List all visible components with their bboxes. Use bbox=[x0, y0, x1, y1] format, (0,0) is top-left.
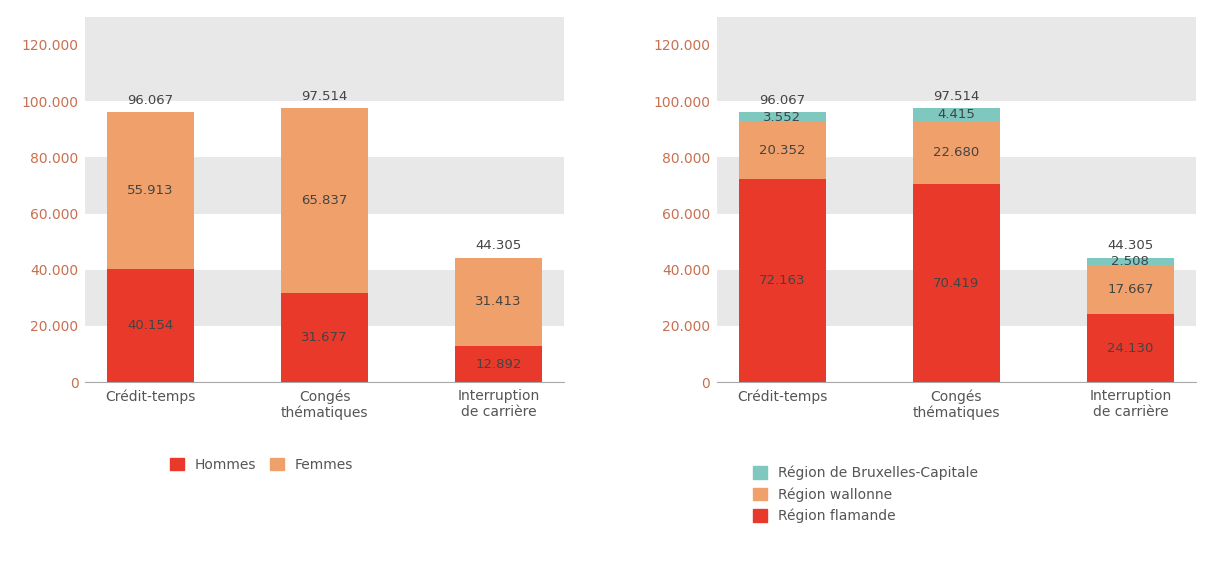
Bar bbox=[455, 257, 542, 346]
Bar bbox=[1087, 314, 1174, 382]
Text: 40.154: 40.154 bbox=[128, 319, 173, 332]
Text: 96.067: 96.067 bbox=[128, 94, 173, 107]
Text: 3.552: 3.552 bbox=[764, 111, 802, 124]
Text: 12.892: 12.892 bbox=[476, 357, 522, 370]
Text: 31.677: 31.677 bbox=[301, 331, 348, 344]
Bar bbox=[85, 270, 564, 326]
Text: 20.352: 20.352 bbox=[759, 144, 805, 157]
Legend: Hommes, Femmes: Hommes, Femmes bbox=[165, 452, 359, 478]
Bar bbox=[107, 112, 194, 269]
Text: 2.508: 2.508 bbox=[1111, 255, 1149, 268]
Bar bbox=[85, 45, 564, 101]
Bar bbox=[1087, 265, 1174, 314]
Text: 31.413: 31.413 bbox=[476, 295, 522, 309]
Bar bbox=[913, 108, 1000, 121]
Text: 97.514: 97.514 bbox=[301, 89, 348, 102]
Bar bbox=[455, 346, 542, 382]
Text: 96.067: 96.067 bbox=[759, 94, 805, 107]
Bar bbox=[739, 112, 826, 122]
Bar bbox=[739, 179, 826, 382]
Text: 22.680: 22.680 bbox=[933, 146, 980, 159]
Bar bbox=[717, 45, 1196, 101]
Text: 97.514: 97.514 bbox=[933, 89, 980, 102]
Text: 65.837: 65.837 bbox=[301, 194, 348, 207]
Bar bbox=[717, 17, 1196, 45]
Text: 4.415: 4.415 bbox=[937, 108, 975, 121]
Bar bbox=[739, 122, 826, 179]
Legend: Région de Bruxelles-Capitale, Région wallonne, Région flamande: Région de Bruxelles-Capitale, Région wal… bbox=[748, 460, 985, 529]
Bar bbox=[913, 184, 1000, 382]
Bar bbox=[717, 157, 1196, 214]
Text: 44.305: 44.305 bbox=[476, 239, 522, 252]
Text: 55.913: 55.913 bbox=[127, 184, 174, 197]
Text: 70.419: 70.419 bbox=[933, 277, 980, 290]
Bar bbox=[717, 270, 1196, 326]
Text: 72.163: 72.163 bbox=[759, 274, 805, 287]
Bar bbox=[85, 157, 564, 214]
Bar bbox=[913, 121, 1000, 184]
Bar bbox=[85, 17, 564, 45]
Bar bbox=[281, 108, 368, 293]
Text: 44.305: 44.305 bbox=[1108, 239, 1153, 252]
Bar bbox=[107, 269, 194, 382]
Bar bbox=[1087, 257, 1174, 265]
Text: 17.667: 17.667 bbox=[1108, 283, 1154, 296]
Text: 24.130: 24.130 bbox=[1108, 342, 1154, 355]
Bar bbox=[281, 293, 368, 382]
